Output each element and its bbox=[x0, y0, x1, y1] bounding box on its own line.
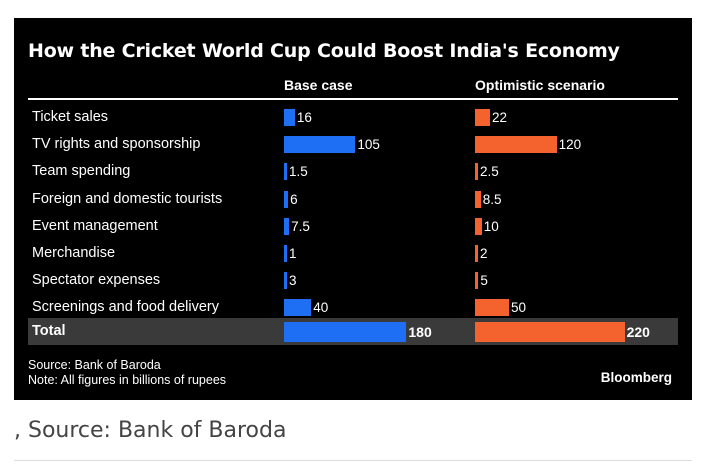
bar-optimistic bbox=[475, 299, 509, 317]
bar-base-case bbox=[284, 163, 287, 181]
bar-base-case bbox=[284, 245, 287, 262]
caption-divider bbox=[14, 460, 692, 461]
value-label-base: 1.5 bbox=[289, 164, 308, 180]
value-label-base: 7.5 bbox=[291, 218, 310, 234]
value-label-base: 3 bbox=[289, 273, 297, 289]
category-row: Screenings and food delivery 40 50 bbox=[28, 294, 678, 321]
chart-title: How the Cricket World Cup Could Boost In… bbox=[28, 40, 620, 62]
series-header-base: Base case bbox=[284, 77, 353, 93]
bar-optimistic bbox=[475, 109, 490, 126]
bar-base-case bbox=[284, 136, 356, 154]
category-label: Screenings and food delivery bbox=[32, 299, 220, 316]
category-label: Spectator expenses bbox=[32, 272, 161, 289]
bar-optimistic bbox=[475, 245, 478, 262]
value-label-optimistic: 10 bbox=[483, 218, 499, 234]
category-label: Ticket sales bbox=[32, 109, 109, 125]
bar-base-case bbox=[284, 272, 287, 290]
bar-optimistic bbox=[475, 190, 481, 208]
value-label-optimistic: 2 bbox=[480, 246, 488, 261]
bar-optimistic bbox=[475, 272, 479, 290]
source-line: Source: Bank of Baroda bbox=[28, 358, 161, 372]
value-label-base: 1 bbox=[289, 246, 297, 261]
category-row: TV rights and sponsorship 105 120 bbox=[28, 131, 678, 158]
brand-logo: Bloomberg bbox=[600, 370, 672, 385]
bar-optimistic bbox=[475, 217, 482, 235]
value-label-optimistic: 50 bbox=[511, 300, 527, 316]
value-label-optimistic: 8.5 bbox=[482, 191, 502, 207]
value-label-base: 6 bbox=[290, 191, 298, 207]
bar-optimistic bbox=[475, 136, 557, 154]
series-header-optimistic: Optimistic scenario bbox=[475, 77, 605, 93]
value-label-base: 105 bbox=[357, 137, 380, 153]
category-label: TV rights and sponsorship bbox=[32, 136, 201, 153]
category-label: Team spending bbox=[32, 163, 131, 180]
category-row: Ticket sales 16 22 bbox=[28, 104, 678, 131]
note-line: Note: All figures in billions of rupees bbox=[28, 373, 227, 387]
category-row: Spectator expenses 3 5 bbox=[28, 267, 678, 294]
category-row: Event management 7.5 10 bbox=[28, 213, 678, 240]
bar-base-case bbox=[284, 190, 289, 208]
category-label: Merchandise bbox=[32, 245, 116, 261]
bar-optimistic bbox=[475, 163, 478, 181]
value-label-base: 16 bbox=[296, 110, 312, 125]
category-label: Foreign and domestic tourists bbox=[32, 190, 223, 207]
bar-base-case bbox=[284, 322, 407, 342]
category-label: Event management bbox=[32, 217, 158, 234]
image-caption: , Source: Bank of Baroda bbox=[14, 418, 287, 443]
bar-base-case bbox=[284, 299, 312, 317]
source-note: Source: Bank of Baroda Note: All figures… bbox=[28, 358, 226, 388]
chart-panel: How the Cricket World Cup Could Boost In… bbox=[14, 18, 692, 400]
value-label-optimistic: 120 bbox=[558, 137, 582, 153]
value-label-optimistic: 22 bbox=[491, 110, 507, 125]
bar-base-case bbox=[284, 217, 290, 235]
category-row: Team spending 1.5 2.5 bbox=[28, 158, 678, 185]
category-row: Merchandise 1 2 bbox=[28, 240, 678, 267]
value-label-base: 40 bbox=[313, 300, 329, 316]
category-label: Total bbox=[32, 323, 66, 339]
value-label-optimistic: 5 bbox=[480, 273, 488, 289]
total-row: Total 180 220 bbox=[28, 318, 678, 345]
value-label-base: 180 bbox=[408, 324, 432, 340]
category-row: Foreign and domestic tourists 6 8.5 bbox=[28, 186, 678, 213]
bar-optimistic bbox=[475, 322, 625, 342]
header-divider bbox=[28, 98, 678, 100]
value-label-optimistic: 2.5 bbox=[480, 164, 499, 180]
bar-base-case bbox=[284, 109, 295, 126]
value-label-optimistic: 220 bbox=[626, 324, 650, 340]
